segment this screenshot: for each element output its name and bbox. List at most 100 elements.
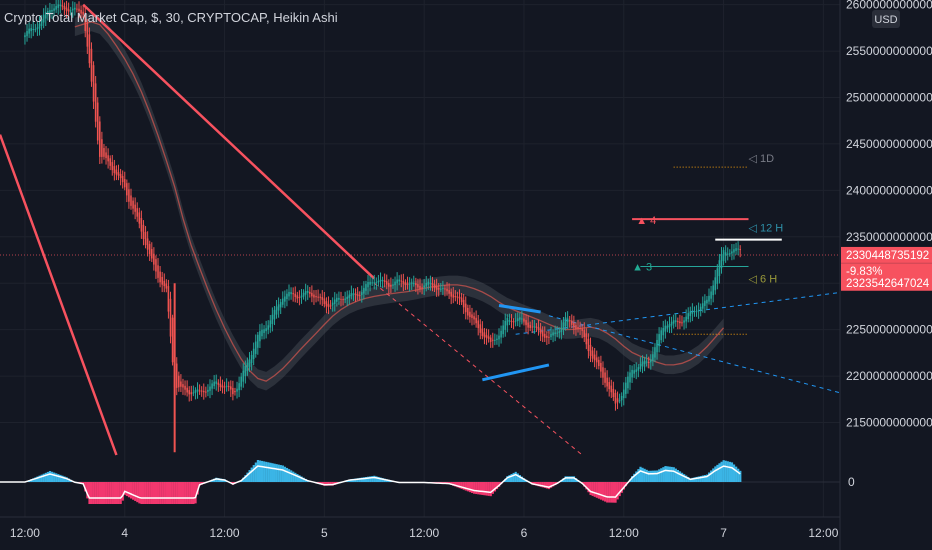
price-tick-label: 2250000000000 (846, 323, 932, 337)
oscillator-bar (720, 461, 723, 482)
candle-body (209, 386, 211, 391)
candle (261, 323, 263, 340)
candle-body (473, 316, 475, 320)
oscillator-bar (622, 482, 625, 490)
candle (406, 276, 409, 290)
oscillator-bar (591, 482, 594, 496)
candle (689, 306, 692, 323)
oscillator-bar (718, 463, 721, 482)
candle (140, 210, 143, 239)
oscillator-bar (105, 482, 108, 504)
candle (722, 247, 725, 266)
candle (223, 381, 226, 394)
candle-body (643, 360, 646, 365)
oscillator-bar (302, 477, 305, 482)
candle-body (658, 334, 660, 347)
candle (375, 277, 378, 290)
candle-body (273, 309, 276, 320)
oscillator-bar (42, 473, 45, 482)
oscillator-bar (728, 461, 732, 482)
oscillator-bar (377, 476, 380, 482)
candle-body (531, 326, 534, 328)
oscillator-bar (102, 482, 106, 504)
candle (219, 376, 222, 391)
candle (238, 376, 240, 398)
oscillator-bar (138, 482, 141, 504)
oscillator-pane (0, 460, 840, 504)
candle (431, 276, 434, 292)
oscillator-bar (651, 470, 655, 482)
candle (641, 355, 644, 374)
candle (487, 329, 490, 343)
candle-body (564, 317, 567, 327)
oscillator-bar (364, 476, 368, 482)
oscillator-bar (154, 482, 158, 504)
candle (415, 277, 417, 293)
oscillator-bar (129, 482, 133, 499)
currency-badge[interactable]: USD (872, 10, 900, 28)
trend-line-main (82, 3, 376, 280)
oscillator-bar (508, 475, 511, 482)
oscillator-bar (256, 460, 260, 482)
oscillator-bar (298, 475, 301, 482)
candle (105, 146, 107, 165)
oscillator-bar (662, 467, 665, 482)
candle-body (240, 376, 242, 387)
oscillator-bar (157, 482, 160, 504)
oscillator-bar (119, 482, 122, 504)
price-tag-bg (841, 274, 932, 291)
candle-body (360, 292, 363, 296)
candle-body (356, 294, 359, 296)
oscillator-bar (479, 482, 482, 495)
candle-body (225, 385, 228, 387)
oscillator-bar (198, 482, 201, 486)
candle-body (541, 331, 544, 337)
oscillator-bar (327, 482, 330, 486)
oscillator-bar (215, 477, 218, 482)
candle (82, 5, 84, 19)
candle-body (652, 354, 654, 361)
candle (467, 304, 469, 320)
oscillator-bar (50, 471, 54, 482)
candle (633, 364, 635, 378)
oscillator-bar (587, 482, 590, 493)
candle (248, 352, 251, 372)
oscillator-bar (173, 482, 176, 504)
oscillator-bar (549, 482, 553, 488)
candle (556, 326, 559, 338)
candle (408, 277, 411, 292)
candle (654, 343, 656, 363)
candle-body (595, 357, 598, 363)
candle (281, 291, 284, 308)
candle-body (442, 288, 444, 290)
candle (593, 348, 596, 368)
candle (338, 291, 340, 305)
oscillator-bar (464, 482, 467, 491)
oscillator-bar (456, 482, 459, 488)
candle (136, 202, 139, 222)
candle (469, 304, 471, 323)
oscillator-bar (281, 465, 284, 482)
candle (329, 300, 332, 310)
candle (53, 3, 55, 18)
candle-body (101, 139, 103, 157)
oscillator-bar (475, 482, 478, 495)
candle-body (367, 282, 369, 288)
candle-body (217, 382, 220, 385)
candle (109, 155, 111, 171)
candle-body (724, 252, 727, 256)
candle-body (202, 390, 205, 393)
candle (304, 283, 307, 302)
oscillator-bar (275, 464, 278, 482)
candle (138, 207, 141, 229)
candle (184, 380, 186, 396)
candle-body (550, 333, 552, 338)
oscillator-bar (597, 482, 601, 499)
candle-body (40, 18, 43, 27)
candle (458, 289, 461, 305)
candle-body (186, 387, 188, 393)
candle (570, 314, 573, 329)
candle-body (78, 8, 80, 12)
time-axis[interactable]: 12:00 4 12:00 5 12:00 6 12:00 7 12:00 (10, 526, 839, 540)
